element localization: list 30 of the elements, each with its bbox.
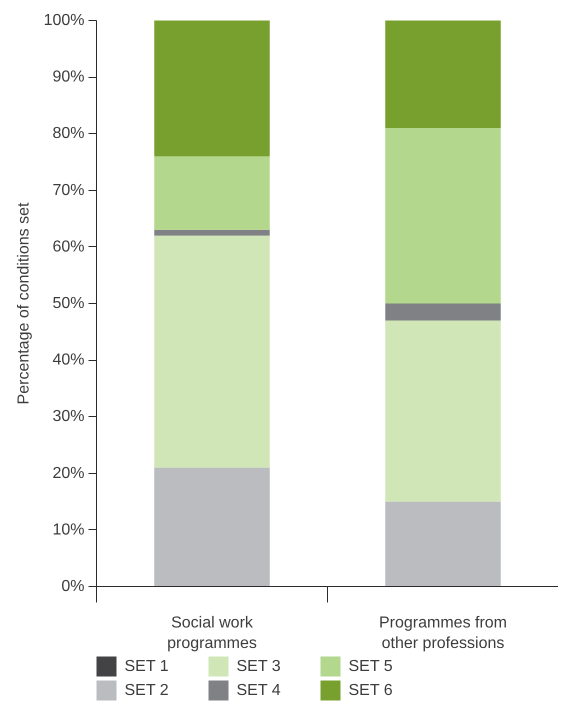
- legend-label: SET 1: [124, 658, 169, 675]
- legend-label: SET 4: [236, 682, 281, 699]
- bar: [385, 304, 501, 320]
- x-tick-label: Social work programmes: [167, 614, 257, 652]
- y-tick-label: 70%: [52, 182, 85, 199]
- legend-label: SET 2: [124, 682, 169, 699]
- y-tick-label: 50%: [52, 295, 85, 312]
- bar: [154, 156, 270, 230]
- legend-label: SET 5: [348, 658, 393, 675]
- y-tick-label: 80%: [52, 125, 85, 142]
- bar: [154, 230, 270, 236]
- y-tick-label: 60%: [52, 238, 85, 256]
- bar: [385, 320, 501, 502]
- y-tick-label: 30%: [52, 408, 85, 426]
- y-tick-label: 20%: [52, 464, 85, 482]
- y-tick-label: 10%: [52, 521, 85, 538]
- legend-label: SET 6: [348, 682, 393, 699]
- bar: [154, 468, 270, 586]
- x-tick-label: Programmes from other professions: [378, 614, 508, 652]
- bar: [385, 502, 501, 586]
- legend-label: SET 3: [236, 658, 281, 675]
- y-tick-label: 0%: [61, 578, 84, 595]
- bar: [385, 20, 501, 128]
- y-axis-title: Percentage of conditions set: [16, 202, 33, 404]
- bar: [154, 20, 270, 156]
- y-tick-label: 90%: [52, 68, 85, 86]
- bar: [385, 128, 501, 304]
- y-tick-label: 40%: [52, 352, 85, 369]
- bar: [154, 236, 270, 468]
- y-tick-label: 100%: [44, 12, 84, 29]
